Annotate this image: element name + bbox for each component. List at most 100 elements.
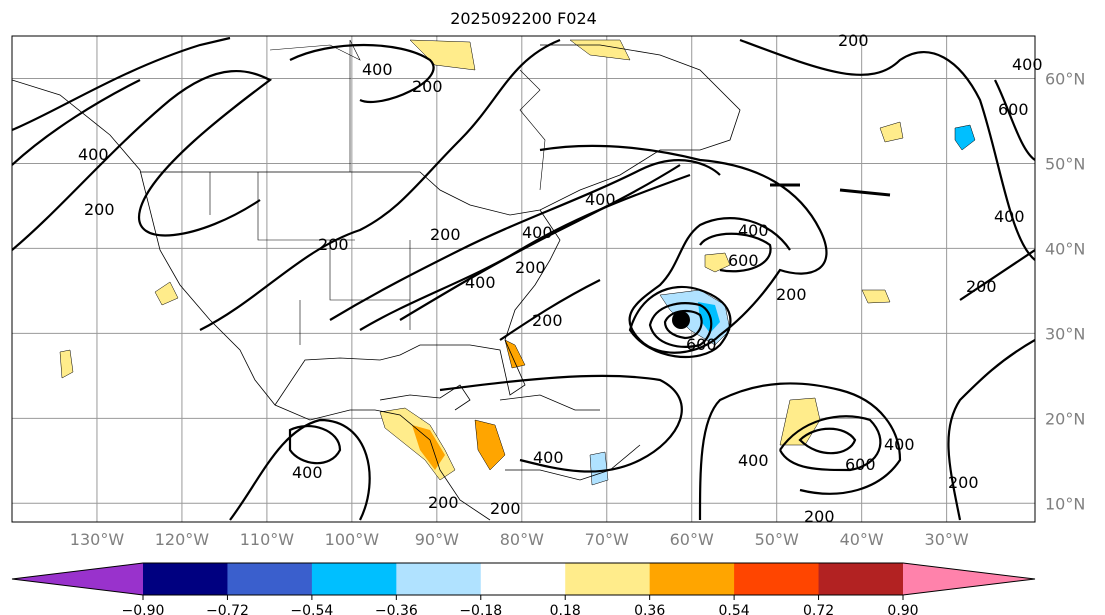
colorbar-segment	[143, 563, 228, 595]
contour-label: 200	[776, 285, 807, 304]
contour-line	[439, 374, 683, 473]
map-frame	[11, 35, 1036, 523]
colorbar-tick-label: −0.72	[206, 603, 249, 615]
lat-tick-label: 20°N	[1045, 409, 1085, 428]
colorbar-tick-label: −0.90	[122, 603, 165, 615]
contour-label: 600	[728, 251, 759, 270]
contour-line	[539, 144, 828, 354]
map-title: 2025092200 F024	[450, 9, 597, 28]
lat-tick-label: 40°N	[1045, 239, 1085, 258]
contour-label: 200	[515, 258, 546, 277]
colorbar-extend-max	[903, 563, 1035, 595]
anomaly-patch	[154, 281, 179, 306]
colorbar-tick-label: 0.36	[634, 603, 665, 615]
colorbar-tick-label: 0.18	[550, 603, 581, 615]
contour-label: 400	[522, 223, 553, 242]
lon-tick-label: 120°W	[155, 530, 210, 549]
contour-label: 400	[994, 207, 1025, 226]
colorbar: −0.90 −0.72 −0.54 −0.36 −0.18 0.18 0.36 0.54 0.7…	[11, 562, 1036, 615]
colorbar-segment	[565, 563, 651, 595]
axis-labels: 130°W 120°W 110°W 100°W 90°W 80°W 70°W 60°W 50°W…	[70, 69, 1086, 549]
coastlines-and-borders	[12, 39, 741, 521]
contour-line	[770, 183, 891, 197]
contour-line	[779, 415, 882, 472]
contour-label: 200	[838, 31, 869, 50]
anomaly-patch	[474, 419, 506, 471]
contour-label: 200	[948, 473, 979, 492]
colorbar-segment	[311, 563, 397, 595]
contour-label: 400	[362, 60, 393, 79]
contour-label: 200	[318, 235, 349, 254]
anomaly-patch	[704, 252, 731, 273]
lat-tick-label: 30°N	[1045, 324, 1085, 343]
contour-label: 400	[585, 190, 616, 209]
contour-label: 600	[998, 100, 1029, 119]
contour-labels: 400 200 400 200 200 400 200 400 400 200 …	[78, 31, 1043, 526]
contour-label: 200	[532, 311, 563, 330]
colorbar-segment	[649, 563, 735, 595]
contour-line	[12, 79, 141, 166]
contour-line	[289, 43, 435, 103]
contour-line	[12, 69, 273, 251]
contours	[12, 36, 1035, 521]
contour-line	[648, 302, 713, 348]
colorbar-tick-label: 0.54	[719, 603, 750, 615]
contour-label: 400	[465, 273, 496, 292]
lon-tick-label: 40°W	[840, 530, 884, 549]
contour-label: 400	[1012, 55, 1043, 74]
colorbar-segment	[734, 563, 820, 595]
contour-line	[628, 285, 732, 359]
contour-line	[798, 427, 857, 455]
colorbar-tick-label: −0.36	[375, 603, 418, 615]
contour-label: 200	[84, 200, 115, 219]
colorbar-tick-label: 0.90	[887, 603, 918, 615]
shaded-anomalies	[59, 39, 976, 486]
contour-label: 600	[686, 335, 717, 354]
colorbar-segment	[227, 563, 313, 595]
contour-line	[329, 159, 721, 321]
contour-label: 200	[804, 507, 835, 526]
lon-tick-label: 130°W	[70, 530, 125, 549]
anomaly-patch	[861, 289, 891, 304]
contour-label: 200	[412, 77, 443, 96]
anomaly-patch	[879, 121, 904, 143]
contour-line	[994, 79, 1035, 161]
contour-line	[959, 249, 1035, 301]
contour-line	[698, 382, 902, 521]
contour-label: 400	[292, 463, 323, 482]
lon-tick-label: 80°W	[500, 530, 544, 549]
lon-tick-label: 100°W	[325, 530, 380, 549]
map-background	[12, 36, 1035, 522]
contour-line	[199, 38, 561, 331]
contour-line	[288, 425, 342, 465]
lon-tick-label: 50°W	[755, 530, 799, 549]
contour-line	[399, 164, 681, 321]
contour-label: 600	[845, 455, 876, 474]
contour-line	[739, 38, 1035, 261]
contour-line	[947, 339, 1035, 521]
lon-tick-label: 60°W	[670, 530, 714, 549]
lon-tick-label: 110°W	[240, 530, 295, 549]
anomaly-patch	[698, 302, 720, 333]
colorbar-tick-label: −0.18	[459, 603, 502, 615]
colorbar-segment	[396, 563, 482, 595]
contour-line	[499, 279, 601, 341]
colorbar-segment	[818, 563, 904, 595]
anomaly-patch	[504, 339, 526, 369]
contour-label: 400	[884, 435, 915, 454]
colorbar-segment	[480, 563, 566, 595]
contour-label: 200	[428, 493, 459, 512]
lon-tick-label: 30°W	[925, 530, 969, 549]
contour-line	[12, 36, 231, 132]
contour-line	[699, 232, 772, 273]
contour-label: 200	[966, 277, 997, 296]
colorbar-tick-label: −0.54	[290, 603, 333, 615]
anomaly-patch	[412, 425, 445, 470]
storm-center-marker	[672, 311, 690, 329]
lat-tick-label: 10°N	[1045, 494, 1085, 513]
anomaly-patch	[59, 349, 74, 379]
anomaly-patch	[589, 451, 609, 486]
colorbar-tick-label: 0.72	[803, 603, 834, 615]
contour-label: 400	[78, 145, 109, 164]
